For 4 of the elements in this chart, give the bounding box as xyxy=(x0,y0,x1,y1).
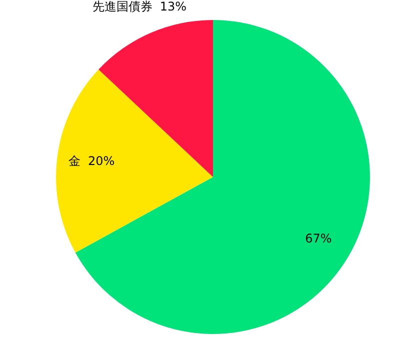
pie-slice xyxy=(56,70,213,253)
slice-label: 金 20% xyxy=(68,154,115,168)
slice-label: 先進国債券 13% xyxy=(92,0,187,14)
data-label: 67% xyxy=(305,232,332,246)
